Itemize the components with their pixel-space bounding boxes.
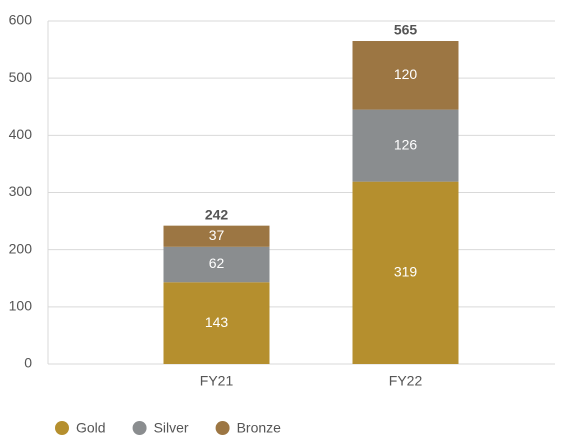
x-tick-label: FY22 [389,373,423,389]
data-label: 37 [209,227,225,243]
y-tick-label: 400 [9,126,33,142]
x-tick-label: FY21 [200,373,234,389]
y-tick-label: 500 [9,69,33,85]
y-tick-label: 200 [9,240,33,256]
y-tick-label: 0 [24,355,32,371]
data-label: 126 [394,136,418,152]
bar-segment [163,246,270,283]
legend-marker [215,421,230,435]
legend-label: Gold [76,420,106,435]
y-tick-label: 600 [9,12,33,28]
data-label: 120 [394,66,418,82]
legend-marker [132,421,147,435]
bar-segment [163,225,270,247]
legend-label: Bronze [237,420,282,435]
bar-segment [352,41,459,110]
y-tick-label: 100 [9,298,33,314]
legend-marker [55,421,69,435]
total-label: 242 [205,206,229,222]
legend-label: Silver [154,420,189,435]
bar-segment [352,181,459,364]
bar-segment [352,109,459,182]
data-label: 143 [205,314,229,330]
y-tick-label: 300 [9,183,33,199]
data-label: 319 [394,264,418,280]
data-label: 62 [209,255,225,271]
bar-segment [163,282,270,364]
total-label: 565 [394,22,418,38]
